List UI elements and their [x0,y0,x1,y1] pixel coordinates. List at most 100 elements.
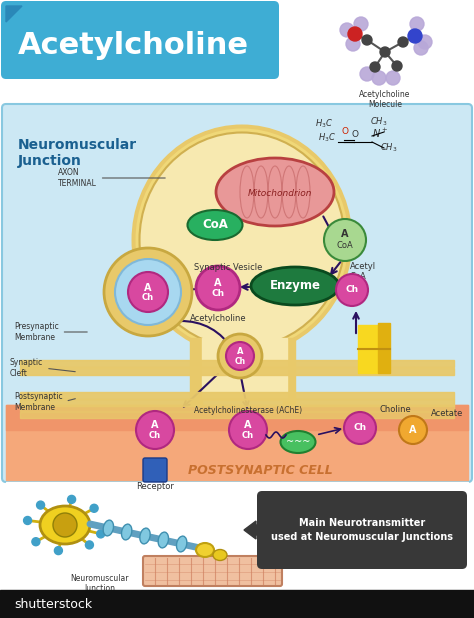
Circle shape [380,47,390,57]
Text: A: A [341,229,349,239]
FancyBboxPatch shape [257,491,467,569]
Bar [20,405,454,411]
Text: Acetylcholine
Molecule: Acetylcholine Molecule [359,90,410,109]
Text: Ch: Ch [346,286,358,295]
Circle shape [398,37,408,47]
Circle shape [229,411,267,449]
Circle shape [392,61,402,71]
Text: Acetyl
CoA: Acetyl CoA [350,262,376,281]
Circle shape [196,266,240,310]
Ellipse shape [40,506,90,544]
Ellipse shape [251,267,339,305]
Circle shape [354,17,368,31]
Text: Neuromuscular
Junction: Neuromuscular Junction [18,138,137,168]
Text: Mitochondrion: Mitochondrion [248,190,312,198]
Text: POSTSYNAPTIC CELL: POSTSYNAPTIC CELL [188,464,332,476]
Circle shape [85,541,93,549]
Circle shape [370,62,380,72]
Ellipse shape [103,520,113,536]
Circle shape [218,334,262,378]
Text: Ch: Ch [354,423,366,433]
Circle shape [360,67,374,81]
Text: Synaptic Vesicle: Synaptic Vesicle [194,263,263,272]
Circle shape [408,29,422,43]
Text: shutterstock: shutterstock [14,598,92,611]
Text: A: A [244,420,252,430]
Bar [0,590,474,618]
Text: A: A [214,278,222,288]
Text: A: A [151,420,159,430]
Ellipse shape [281,431,316,453]
Circle shape [24,517,32,525]
Text: $H_3C$: $H_3C$ [318,131,336,143]
Ellipse shape [121,524,132,540]
Text: A: A [144,283,152,293]
FancyBboxPatch shape [2,104,472,482]
Circle shape [115,259,181,325]
FancyBboxPatch shape [143,458,167,482]
Ellipse shape [176,536,187,552]
Bar [20,412,454,418]
Text: Ch: Ch [242,431,254,439]
Circle shape [36,501,45,509]
Text: O: O [342,127,349,136]
Ellipse shape [196,543,214,557]
Circle shape [362,35,372,45]
Circle shape [344,412,376,444]
Circle shape [55,546,63,554]
Text: A: A [237,347,243,357]
Text: Ch: Ch [142,292,154,302]
Text: Ch: Ch [235,357,246,365]
Text: Synaptic
Cleft: Synaptic Cleft [10,358,75,378]
Bar [283,338,295,405]
Circle shape [97,530,105,538]
Circle shape [410,17,424,31]
Ellipse shape [136,129,348,352]
Bar [6,405,468,430]
Ellipse shape [131,124,353,355]
Bar [6,405,468,480]
Text: Acetylcholine: Acetylcholine [190,314,246,323]
Circle shape [136,411,174,449]
Circle shape [399,416,427,444]
Text: $CH_3$: $CH_3$ [380,141,398,153]
Circle shape [386,71,400,85]
Text: Enzyme: Enzyme [270,279,320,292]
Text: O: O [352,130,359,139]
Polygon shape [6,6,22,22]
Text: Acetate: Acetate [431,410,464,418]
Circle shape [226,342,254,370]
Ellipse shape [188,210,243,240]
Text: Receptor: Receptor [136,482,174,491]
Bar [20,360,454,367]
Circle shape [90,504,98,512]
Text: Postsynaptic
Membrane: Postsynaptic Membrane [14,392,75,412]
Text: Acetylcholine: Acetylcholine [18,32,249,61]
Circle shape [104,248,192,336]
Ellipse shape [216,158,334,226]
Bar [20,392,454,399]
Circle shape [68,496,75,504]
Text: CoA: CoA [202,219,228,232]
FancyBboxPatch shape [1,1,279,79]
Text: ~~~: ~~~ [286,437,310,447]
Bar [6,482,468,582]
Circle shape [348,27,362,41]
Circle shape [128,272,168,312]
Text: $H_3C$: $H_3C$ [315,118,333,130]
Text: Ch: Ch [149,431,161,439]
Text: Choline: Choline [380,405,412,415]
Circle shape [32,538,40,546]
Text: $CH_3$: $CH_3$ [370,115,387,127]
Text: AXON
TERMINAL: AXON TERMINAL [58,168,165,188]
Ellipse shape [140,528,150,544]
Ellipse shape [324,219,366,261]
Circle shape [418,35,432,49]
Circle shape [372,71,386,85]
Text: Acetylcholinesterase (AChE): Acetylcholinesterase (AChE) [194,406,302,415]
Bar [20,368,454,375]
Ellipse shape [213,549,227,561]
Text: $N^+$: $N^+$ [372,127,388,140]
Text: Ch: Ch [211,289,225,298]
Bar [378,323,390,373]
